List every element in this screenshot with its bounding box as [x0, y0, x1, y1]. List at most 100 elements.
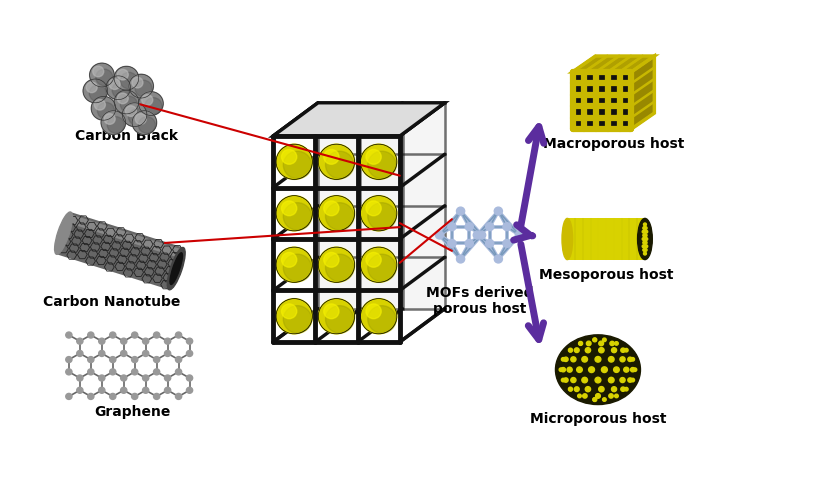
- Circle shape: [66, 332, 72, 338]
- Circle shape: [643, 252, 645, 255]
- Circle shape: [283, 203, 311, 230]
- Circle shape: [66, 369, 72, 375]
- Circle shape: [110, 357, 115, 363]
- Text: Carbon Nanotube: Carbon Nanotube: [43, 295, 180, 309]
- Circle shape: [485, 223, 493, 230]
- Circle shape: [142, 95, 152, 105]
- Circle shape: [131, 332, 138, 338]
- Circle shape: [88, 332, 94, 338]
- Circle shape: [360, 299, 396, 334]
- Circle shape: [586, 109, 593, 115]
- Ellipse shape: [167, 248, 185, 290]
- Circle shape: [563, 378, 568, 382]
- Circle shape: [559, 368, 562, 371]
- Circle shape: [644, 249, 646, 251]
- Circle shape: [581, 357, 586, 362]
- Circle shape: [94, 99, 106, 110]
- Circle shape: [623, 367, 628, 372]
- Circle shape: [435, 231, 443, 239]
- Circle shape: [91, 97, 115, 120]
- Circle shape: [143, 338, 148, 344]
- Circle shape: [570, 357, 575, 362]
- Circle shape: [494, 255, 502, 263]
- Circle shape: [598, 348, 604, 353]
- Circle shape: [609, 120, 617, 127]
- Circle shape: [592, 398, 595, 401]
- Circle shape: [619, 378, 624, 382]
- Circle shape: [120, 387, 127, 393]
- Circle shape: [609, 86, 617, 92]
- Circle shape: [622, 120, 628, 127]
- Circle shape: [573, 387, 578, 391]
- Circle shape: [368, 305, 396, 333]
- Circle shape: [368, 151, 396, 179]
- Circle shape: [318, 196, 354, 231]
- Circle shape: [643, 223, 645, 226]
- Circle shape: [613, 367, 618, 372]
- Circle shape: [598, 341, 603, 346]
- Polygon shape: [57, 212, 183, 290]
- Circle shape: [595, 393, 600, 398]
- Circle shape: [283, 254, 311, 282]
- Ellipse shape: [561, 218, 572, 260]
- Circle shape: [644, 230, 647, 233]
- Circle shape: [586, 341, 590, 346]
- Circle shape: [581, 377, 586, 383]
- Circle shape: [456, 207, 464, 215]
- Circle shape: [568, 348, 572, 352]
- Circle shape: [110, 393, 115, 400]
- Circle shape: [120, 96, 138, 113]
- Circle shape: [77, 387, 83, 393]
- Circle shape: [608, 394, 613, 398]
- Circle shape: [360, 247, 396, 282]
- Circle shape: [360, 196, 396, 231]
- Circle shape: [574, 74, 581, 81]
- Circle shape: [98, 387, 105, 393]
- Circle shape: [574, 109, 581, 115]
- Circle shape: [632, 368, 636, 371]
- Circle shape: [120, 375, 127, 381]
- Circle shape: [643, 238, 645, 240]
- Circle shape: [586, 120, 593, 127]
- Circle shape: [143, 350, 148, 357]
- Circle shape: [283, 151, 311, 179]
- Circle shape: [473, 231, 481, 239]
- Circle shape: [598, 387, 604, 392]
- Circle shape: [66, 357, 72, 363]
- Circle shape: [77, 350, 83, 357]
- Circle shape: [608, 357, 613, 362]
- Circle shape: [83, 79, 107, 103]
- Circle shape: [595, 377, 600, 383]
- Circle shape: [598, 120, 605, 127]
- Circle shape: [561, 378, 564, 382]
- Circle shape: [186, 338, 192, 344]
- Circle shape: [622, 97, 628, 104]
- Circle shape: [365, 304, 381, 319]
- Circle shape: [325, 254, 354, 282]
- Circle shape: [598, 74, 605, 81]
- Circle shape: [101, 111, 125, 134]
- Circle shape: [135, 80, 152, 97]
- Text: Macroporous host: Macroporous host: [542, 137, 683, 151]
- Circle shape: [582, 394, 586, 398]
- Circle shape: [643, 230, 645, 233]
- Text: Carbon Black: Carbon Black: [75, 129, 178, 143]
- Circle shape: [568, 387, 572, 391]
- Circle shape: [644, 227, 646, 229]
- Circle shape: [567, 367, 572, 372]
- Circle shape: [66, 393, 72, 400]
- Circle shape: [561, 358, 564, 361]
- Circle shape: [117, 69, 128, 80]
- Circle shape: [586, 74, 593, 81]
- Circle shape: [165, 338, 170, 344]
- Text: Microporous host: Microporous host: [529, 413, 665, 426]
- Circle shape: [88, 357, 94, 363]
- Circle shape: [620, 387, 625, 391]
- Circle shape: [609, 74, 617, 81]
- Circle shape: [89, 63, 114, 87]
- Circle shape: [276, 247, 312, 282]
- Circle shape: [641, 245, 645, 248]
- Circle shape: [502, 223, 510, 230]
- Circle shape: [186, 375, 192, 381]
- Circle shape: [325, 203, 354, 230]
